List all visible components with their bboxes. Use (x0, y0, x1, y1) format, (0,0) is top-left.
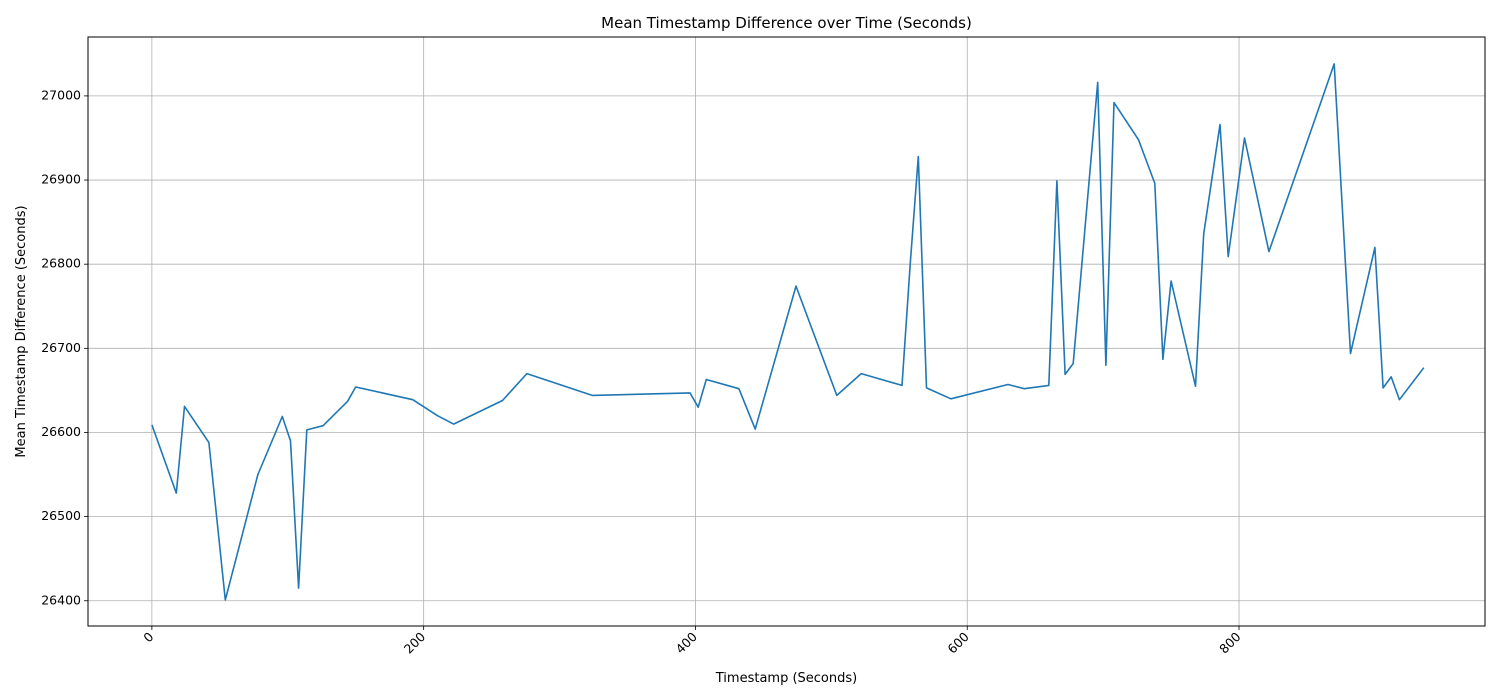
y-tick-label: 26500 (41, 508, 81, 523)
y-tick-label: 26700 (41, 340, 81, 355)
y-axis-label: Mean Timestamp Difference (Seconds) (14, 205, 29, 457)
y-tick-label: 26800 (41, 256, 81, 271)
series-line (151, 63, 1425, 601)
chart-title: Mean Timestamp Difference over Time (Sec… (601, 14, 972, 32)
y-tick-label: 26400 (41, 592, 81, 607)
y-tick-label: 26900 (41, 172, 81, 187)
y-tick-label: 26600 (41, 424, 81, 439)
x-axis-label: Timestamp (Seconds) (715, 671, 857, 686)
y-tick-label: 27000 (41, 87, 81, 102)
series-layer (151, 63, 1425, 601)
plot-frame (87, 36, 1486, 627)
y-axis-ticks: 26400 26500 26600 26700 26800 26900 27000 (41, 87, 88, 607)
grid (88, 37, 1485, 626)
